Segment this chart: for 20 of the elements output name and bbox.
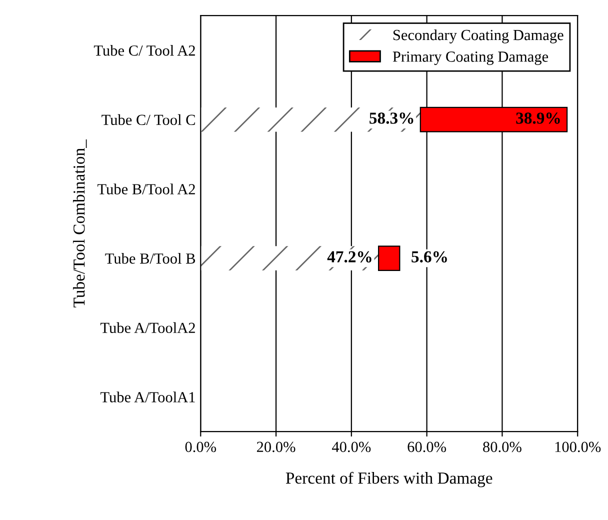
x-axis-title: Percent of Fibers with Damage (286, 472, 492, 488)
legend-label: Primary Coating Damage (392, 52, 548, 65)
y-tick-label: Tube A/ToolA2 (100, 322, 195, 334)
x-tick-label: 60.0% (408, 442, 446, 452)
x-tick-label: 80.0% (483, 442, 522, 452)
y-tick-label: Tube C/ Tool C (102, 114, 195, 126)
y-tick-label: Tube B/Tool A2 (98, 184, 195, 194)
data-label: 58.3% (370, 112, 414, 124)
x-tick-label: 0.0% (185, 442, 216, 452)
y-tick-label: Tube B/Tool B (105, 252, 196, 264)
data-label: 47.2% (327, 251, 372, 263)
data-label: 38.9% (516, 112, 560, 124)
x-tick-label: 100.0% (555, 442, 601, 452)
y-axis-title: Tube/Tool Combination_ (73, 139, 87, 308)
data-label: 5.6% (412, 251, 447, 263)
y-tick-label: Tube A/ToolA1 (100, 392, 195, 402)
x-tick-label: 20.0% (256, 442, 296, 452)
y-tick-label: Tube C/ Tool A2 (94, 44, 195, 56)
legend-label: Secondary Coating Damage (393, 29, 564, 44)
x-tick-label: 40.0% (332, 442, 371, 452)
